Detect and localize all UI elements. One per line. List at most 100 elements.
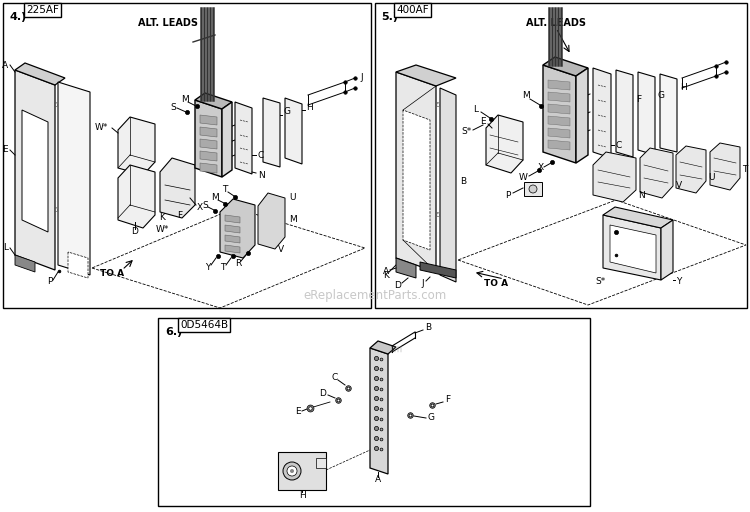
Polygon shape bbox=[200, 127, 217, 137]
Polygon shape bbox=[68, 252, 88, 278]
Text: Y: Y bbox=[206, 264, 211, 272]
Text: TO A: TO A bbox=[100, 269, 124, 279]
Text: S*: S* bbox=[595, 278, 605, 287]
Bar bbox=[524, 182, 542, 196]
Text: E: E bbox=[480, 117, 486, 126]
Polygon shape bbox=[548, 104, 570, 114]
Text: H: H bbox=[680, 83, 687, 93]
Circle shape bbox=[283, 462, 301, 480]
Text: M: M bbox=[211, 194, 219, 203]
Polygon shape bbox=[225, 245, 240, 253]
Polygon shape bbox=[610, 225, 656, 273]
Polygon shape bbox=[396, 258, 416, 278]
Text: U: U bbox=[289, 194, 296, 203]
Text: 5.): 5.) bbox=[381, 12, 398, 22]
Polygon shape bbox=[548, 140, 570, 150]
Text: X: X bbox=[538, 163, 544, 173]
Polygon shape bbox=[548, 128, 570, 138]
Text: D: D bbox=[320, 389, 326, 397]
Polygon shape bbox=[22, 110, 48, 232]
Text: S*: S* bbox=[460, 127, 471, 137]
Text: K: K bbox=[383, 270, 389, 280]
Polygon shape bbox=[370, 341, 396, 354]
Text: δ: δ bbox=[436, 102, 440, 108]
Text: eReplacementParts.com: eReplacementParts.com bbox=[303, 288, 447, 302]
Text: K: K bbox=[159, 214, 165, 223]
Text: L: L bbox=[473, 105, 478, 115]
Polygon shape bbox=[235, 102, 252, 174]
Polygon shape bbox=[160, 158, 195, 218]
Polygon shape bbox=[396, 72, 436, 272]
Bar bbox=[158, 318, 590, 506]
Text: M: M bbox=[522, 92, 530, 100]
Text: N: N bbox=[638, 190, 645, 200]
Text: V: V bbox=[278, 245, 284, 254]
Polygon shape bbox=[616, 70, 633, 157]
Text: S: S bbox=[170, 103, 176, 113]
Text: J: J bbox=[360, 74, 363, 82]
Polygon shape bbox=[576, 68, 588, 163]
Text: E: E bbox=[2, 145, 8, 155]
Text: F: F bbox=[178, 210, 182, 220]
Polygon shape bbox=[263, 98, 280, 167]
Text: V: V bbox=[676, 181, 682, 189]
Text: δ: δ bbox=[54, 207, 58, 213]
Polygon shape bbox=[200, 139, 217, 149]
Text: 4.): 4.) bbox=[10, 12, 27, 22]
Polygon shape bbox=[285, 98, 302, 164]
Polygon shape bbox=[486, 115, 523, 173]
Text: 225AF: 225AF bbox=[26, 5, 58, 15]
Text: T: T bbox=[220, 264, 226, 272]
Text: D: D bbox=[131, 227, 139, 237]
Polygon shape bbox=[403, 110, 430, 250]
Polygon shape bbox=[220, 199, 255, 258]
Text: Y: Y bbox=[676, 278, 681, 287]
Text: P: P bbox=[47, 278, 53, 287]
Polygon shape bbox=[548, 92, 570, 102]
Text: J: J bbox=[422, 279, 424, 288]
Polygon shape bbox=[420, 262, 456, 278]
Polygon shape bbox=[440, 88, 456, 282]
Polygon shape bbox=[225, 215, 240, 223]
Text: F: F bbox=[636, 96, 641, 104]
Text: D: D bbox=[394, 281, 401, 289]
Polygon shape bbox=[370, 348, 388, 474]
Text: R: R bbox=[235, 259, 242, 267]
Polygon shape bbox=[638, 72, 655, 155]
Polygon shape bbox=[710, 143, 740, 190]
Polygon shape bbox=[603, 207, 673, 228]
Polygon shape bbox=[258, 193, 285, 249]
Polygon shape bbox=[222, 102, 232, 177]
Polygon shape bbox=[543, 65, 576, 163]
Text: A: A bbox=[375, 476, 381, 484]
Bar bbox=[375, 3, 747, 308]
Text: δ: δ bbox=[54, 102, 58, 108]
Text: W: W bbox=[518, 174, 527, 182]
Text: W*: W* bbox=[155, 225, 169, 234]
Polygon shape bbox=[640, 148, 673, 198]
Text: G: G bbox=[283, 108, 290, 117]
Text: L: L bbox=[3, 244, 8, 252]
Polygon shape bbox=[548, 80, 570, 90]
Circle shape bbox=[290, 469, 294, 473]
Text: ALT. LEADS: ALT. LEADS bbox=[138, 18, 198, 28]
Text: T: T bbox=[222, 185, 228, 195]
Polygon shape bbox=[200, 151, 217, 161]
Text: W*: W* bbox=[94, 123, 108, 133]
Text: TO A: TO A bbox=[484, 279, 508, 288]
Polygon shape bbox=[118, 117, 155, 175]
Circle shape bbox=[287, 466, 297, 476]
Polygon shape bbox=[593, 68, 611, 158]
Text: 0D5464B: 0D5464B bbox=[180, 320, 228, 330]
Text: S: S bbox=[202, 201, 208, 209]
Text: H: H bbox=[306, 103, 313, 113]
Polygon shape bbox=[58, 82, 90, 275]
Text: E: E bbox=[296, 408, 301, 416]
Text: X: X bbox=[197, 203, 203, 212]
Text: P: P bbox=[506, 190, 511, 200]
Text: C: C bbox=[332, 373, 338, 382]
Polygon shape bbox=[676, 146, 706, 193]
Polygon shape bbox=[225, 235, 240, 243]
Text: δ: δ bbox=[436, 212, 440, 218]
Polygon shape bbox=[548, 116, 570, 126]
